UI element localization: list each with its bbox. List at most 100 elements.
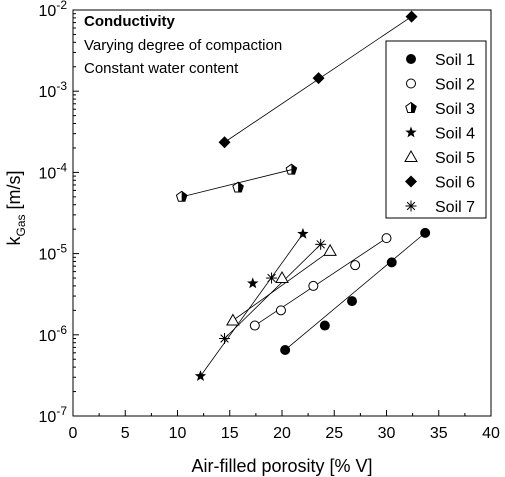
legend-label-soil-4: Soil 4 <box>435 126 475 143</box>
soil-1-point-5-shape <box>420 227 431 238</box>
fit-line-5 <box>232 250 331 321</box>
legend-marker-soil-2-shape <box>406 78 416 89</box>
soil-6-point-2 <box>312 72 325 85</box>
soil-2-point-3 <box>308 280 319 291</box>
soil-7-point-3-stroke-3 <box>316 240 325 249</box>
y-axis-title-subscript: Gas <box>14 214 28 236</box>
soil-1-point-2-shape <box>319 320 330 331</box>
soil-1-point-3 <box>347 296 358 307</box>
soil-1-point-3-shape <box>347 296 358 307</box>
soil-1-point-1-shape <box>280 344 291 355</box>
legend-marker-soil-1 <box>406 54 416 64</box>
y-tick-label-2: 10-5 <box>39 242 68 264</box>
x-tick-label-1: 5 <box>121 425 130 442</box>
soil-3-point-3 <box>285 163 298 175</box>
x-tick-label-8: 40 <box>482 425 500 442</box>
soil-5-point-3 <box>323 243 337 256</box>
soil-4-point-1-shape <box>194 370 207 381</box>
annotation-title: Conductivity <box>84 13 175 30</box>
soil-7-point-1 <box>219 333 231 345</box>
soil-1-point-2 <box>319 320 330 331</box>
soil-7-point-3 <box>315 238 327 250</box>
x-tick-label-2: 10 <box>169 425 187 442</box>
soil-2-point-4-shape <box>350 260 361 271</box>
soil-2-point-5 <box>381 233 392 244</box>
soil-3-point-2 <box>232 181 244 193</box>
annotation-line-1: Varying degree of compaction <box>84 37 282 54</box>
soil-3-point-3-outline <box>285 163 298 175</box>
legend-marker-soil-4 <box>405 126 417 138</box>
legend-label-soil-1: Soil 1 <box>435 52 475 69</box>
legend-label-soil-5: Soil 5 <box>435 150 475 167</box>
x-axis-title: Air-filled porosity [% V] <box>191 456 372 476</box>
legend-label-soil-3: Soil 3 <box>435 101 475 118</box>
y-tick-label-5: 10-2 <box>39 0 68 20</box>
soil-6-point-3-shape <box>405 10 418 23</box>
y-axis-title: kGas [m/s] <box>4 170 28 245</box>
soil-2-point-2-shape <box>275 305 286 316</box>
legend-marker-soil-6-shape <box>405 175 417 188</box>
legend-label-soil-2: Soil 2 <box>435 77 475 94</box>
y-tick-label-3: 10-4 <box>39 160 68 182</box>
legend-label-soil-6: Soil 6 <box>435 175 475 192</box>
soil-4-point-2 <box>247 277 259 289</box>
legend-marker-soil-7-stroke-3 <box>406 201 416 211</box>
legend-marker-soil-5 <box>404 149 418 162</box>
x-tick-label-6: 30 <box>378 425 396 442</box>
fit-line-7 <box>224 244 321 339</box>
soil-5-point-1-shape <box>226 313 240 326</box>
legend-label-soil-7: Soil 7 <box>435 199 475 216</box>
soil-7-point-1-stroke-3 <box>220 334 229 343</box>
soil-4-point-3 <box>297 227 309 239</box>
x-tick-label-0: 0 <box>69 425 78 442</box>
annotation-line-2: Constant water content <box>84 60 239 77</box>
soil-7-point-2-stroke-3 <box>267 273 276 283</box>
fit-line-1 <box>284 232 426 351</box>
x-tick-label-5: 25 <box>325 425 343 442</box>
soil-2-point-4 <box>350 260 361 271</box>
legend-marker-soil-1-shape <box>406 54 416 64</box>
soil-2-point-5-shape <box>381 233 392 244</box>
legend-marker-soil-7 <box>405 200 417 212</box>
legend-box <box>385 40 487 219</box>
soil-6-point-1 <box>218 136 231 149</box>
legend-marker-soil-3 <box>405 101 417 113</box>
x-tick-label-3: 15 <box>221 425 239 442</box>
legend-marker-soil-2 <box>406 78 416 89</box>
soil-2-point-1 <box>249 320 260 331</box>
soil-3-point-2-outline <box>232 181 244 193</box>
legend: Soil 1 Soil 2 Soil 3 Soil 4 Soil 5 Soil 6 Soil… <box>385 40 487 219</box>
soil-4-point-1 <box>194 370 207 381</box>
y-tick-label-0: 10-7 <box>39 404 68 426</box>
soil-5-point-1 <box>226 313 240 326</box>
soil-6-point-1-shape <box>218 136 231 149</box>
fit-line-4 <box>200 233 304 377</box>
legend-marker-soil-5-shape <box>404 149 418 162</box>
soil-4-point-3-shape <box>297 227 309 239</box>
soil-6-point-2-shape <box>312 72 325 85</box>
y-tick-label-4: 10-3 <box>39 79 68 101</box>
legend-marker-soil-6 <box>405 175 417 188</box>
y-axis-title-main: k <box>4 236 24 246</box>
soil-2-point-1-shape <box>249 320 260 331</box>
soil-1-point-4-shape <box>386 257 397 268</box>
soil-1-point-5 <box>420 227 431 238</box>
soil-1-point-4 <box>386 257 397 268</box>
y-tick-label-1: 10-6 <box>39 323 68 345</box>
soil-7-point-2 <box>266 272 278 284</box>
soil-2-point-2 <box>275 305 286 316</box>
soil-6-point-3 <box>405 10 418 23</box>
soil-5-point-2 <box>275 271 289 284</box>
soil-3-point-1 <box>175 190 188 202</box>
soil-5-point-2-shape <box>275 271 289 284</box>
y-axis-title-unit: [m/s] <box>4 170 24 214</box>
soil-3-point-1-outline <box>175 190 188 202</box>
soil-5-point-3-shape <box>323 243 337 256</box>
legend-marker-soil-3-outline <box>405 101 417 113</box>
legend-marker-soil-4-shape <box>405 126 417 138</box>
x-tick-label-4: 20 <box>273 425 291 442</box>
soil-4-point-2-shape <box>247 277 259 289</box>
soil-2-point-3-shape <box>308 280 319 291</box>
soil-1-point-1 <box>280 344 291 355</box>
